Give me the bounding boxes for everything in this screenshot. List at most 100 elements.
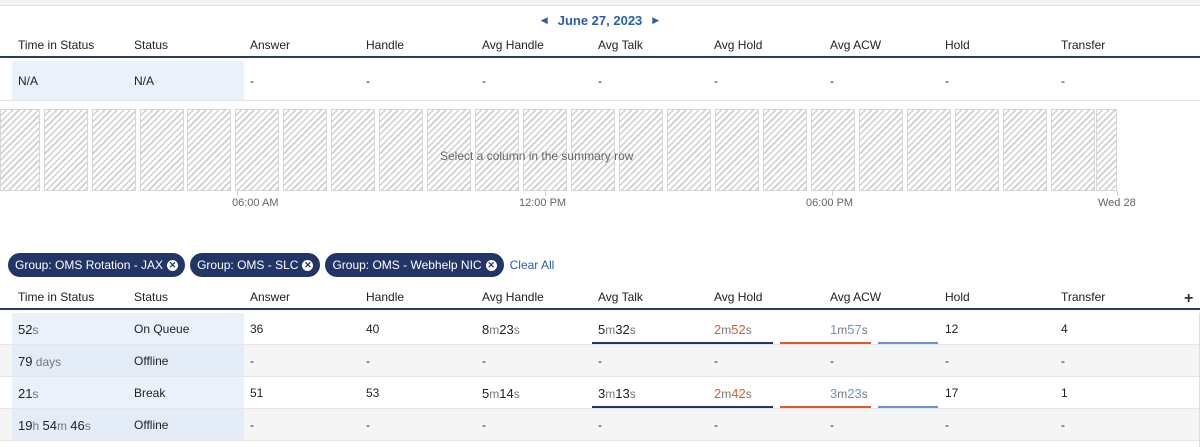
column-header-time-in-status[interactable]: Time in Status xyxy=(18,38,95,52)
summary-avg-acw[interactable]: - xyxy=(830,74,834,88)
cell-avg-handle[interactable]: - xyxy=(482,418,486,432)
column-header-status[interactable]: Status xyxy=(134,290,169,304)
close-icon[interactable]: ✕ xyxy=(485,259,497,271)
cell-avg-hold[interactable]: - xyxy=(714,354,718,368)
cell-avg-hold[interactable]: 2m52s xyxy=(714,322,752,337)
timeline-bar[interactable] xyxy=(331,109,375,191)
timeline-bar[interactable] xyxy=(379,109,423,191)
cell-answer[interactable]: 51 xyxy=(250,386,264,400)
timeline-bar[interactable] xyxy=(44,109,88,191)
timeline-bar[interactable] xyxy=(187,109,231,191)
cell-avg-hold[interactable]: 2m42s xyxy=(714,386,752,401)
column-header-avg-handle[interactable]: Avg Handle xyxy=(482,38,544,52)
add-column-icon[interactable]: + xyxy=(1184,290,1194,307)
column-header-avg-hold[interactable]: Avg Hold xyxy=(714,290,763,304)
column-header-time-in-status[interactable]: Time in Status xyxy=(18,290,95,304)
cell-answer[interactable]: 36 xyxy=(250,322,264,336)
column-header-avg-hold[interactable]: Avg Hold xyxy=(714,38,763,52)
cell-handle[interactable]: 40 xyxy=(366,322,380,336)
close-icon[interactable]: ✕ xyxy=(302,259,314,271)
cell-status[interactable]: Break xyxy=(134,386,166,400)
summary-status[interactable]: N/A xyxy=(134,74,155,88)
column-header-transfer[interactable]: Transfer xyxy=(1061,38,1106,52)
timeline-bar[interactable] xyxy=(92,109,136,191)
timeline-bar[interactable] xyxy=(571,109,615,191)
cell-transfer[interactable]: 4 xyxy=(1061,322,1068,336)
summary-time-in-status[interactable]: N/A xyxy=(18,74,39,88)
summary-avg-talk[interactable]: - xyxy=(598,74,602,88)
summary-avg-handle[interactable]: - xyxy=(482,74,486,88)
timeline-bar[interactable] xyxy=(619,109,663,191)
cell-transfer[interactable]: - xyxy=(1061,354,1065,368)
current-date[interactable]: June 27, 2023 xyxy=(557,12,643,28)
timeline-bar[interactable] xyxy=(859,109,903,191)
cell-avg-handle[interactable]: - xyxy=(482,354,486,368)
cell-avg-acw[interactable]: 1m57s xyxy=(830,322,868,337)
cell-avg-talk[interactable]: - xyxy=(598,354,602,368)
column-header-avg-acw[interactable]: Avg ACW xyxy=(830,38,882,52)
cell-hold[interactable]: 12 xyxy=(945,322,959,336)
cell-transfer[interactable]: 1 xyxy=(1061,386,1068,400)
table-row[interactable]: 52s On Queue 36 40 8m23s 5m32s 2m52s 1m57s 12 4 xyxy=(0,313,1200,345)
filter-chip-oms-webhelp-nic[interactable]: Group: OMS - Webhelp NIC ✕ xyxy=(325,253,504,277)
column-header-handle[interactable]: Handle xyxy=(366,290,405,304)
cell-hold[interactable]: 17 xyxy=(945,386,959,400)
summary-answer[interactable]: - xyxy=(250,74,254,88)
timeline-bar[interactable] xyxy=(667,109,711,191)
table-row[interactable]: 19h 54m 46s Offline - - - - - - - - xyxy=(0,409,1200,441)
summary-hold[interactable]: - xyxy=(945,74,949,88)
cell-avg-talk[interactable]: 3m13s xyxy=(598,386,636,401)
cell-avg-handle[interactable]: 8m23s xyxy=(482,322,520,337)
chevron-left-icon[interactable]: ◀ xyxy=(540,14,548,25)
cell-handle[interactable]: - xyxy=(366,418,370,432)
summary-transfer[interactable]: - xyxy=(1061,74,1065,88)
timeline-bar[interactable] xyxy=(715,109,759,191)
cell-avg-handle[interactable]: 5m14s xyxy=(482,386,520,401)
column-header-answer[interactable]: Answer xyxy=(250,290,291,304)
filter-chip-oms-rotation-jax[interactable]: Group: OMS Rotation - JAX ✕ xyxy=(8,253,186,277)
cell-time-in-status[interactable]: 21s xyxy=(18,386,38,401)
timeline-bar[interactable] xyxy=(1096,109,1117,191)
filter-chip-oms-slc[interactable]: Group: OMS - SLC ✕ xyxy=(190,253,321,277)
cell-status[interactable]: Offline xyxy=(134,418,169,432)
timeline-bar[interactable] xyxy=(283,109,327,191)
timeline-bar[interactable] xyxy=(0,109,40,191)
chevron-right-icon[interactable]: ▶ xyxy=(652,14,660,25)
timeline-bar[interactable] xyxy=(955,109,999,191)
cell-time-in-status[interactable]: 52s xyxy=(18,322,38,337)
summary-handle[interactable]: - xyxy=(366,74,370,88)
summary-selected-cell[interactable] xyxy=(12,61,244,100)
column-header-avg-talk[interactable]: Avg Talk xyxy=(598,290,643,304)
column-header-avg-acw[interactable]: Avg ACW xyxy=(830,290,882,304)
cell-avg-talk[interactable]: - xyxy=(598,418,602,432)
column-header-avg-talk[interactable]: Avg Talk xyxy=(598,38,643,52)
cell-handle[interactable]: 53 xyxy=(366,386,380,400)
cell-status[interactable]: On Queue xyxy=(134,322,190,336)
table-row[interactable]: 79 days Offline - - - - - - - - xyxy=(0,345,1200,377)
cell-status[interactable]: Offline xyxy=(134,354,169,368)
cell-avg-acw[interactable]: - xyxy=(830,354,834,368)
cell-answer[interactable]: - xyxy=(250,418,254,432)
cell-handle[interactable]: - xyxy=(366,354,370,368)
cell-avg-hold[interactable]: - xyxy=(714,418,718,432)
timeline-bar[interactable] xyxy=(523,109,567,191)
cell-answer[interactable]: - xyxy=(250,354,254,368)
timeline-bar[interactable] xyxy=(907,109,951,191)
close-icon[interactable]: ✕ xyxy=(167,259,179,271)
timeline-bar[interactable] xyxy=(475,109,519,191)
timeline-bar[interactable] xyxy=(763,109,807,191)
column-header-status[interactable]: Status xyxy=(134,38,169,52)
column-header-handle[interactable]: Handle xyxy=(366,38,405,52)
column-header-answer[interactable]: Answer xyxy=(250,38,291,52)
table-row[interactable]: 21s Break 51 53 5m14s 3m13s 2m42s 3m23s 17 1 xyxy=(0,377,1200,409)
column-header-hold[interactable]: Hold xyxy=(945,290,970,304)
cell-transfer[interactable]: - xyxy=(1061,418,1065,432)
timeline-bar[interactable] xyxy=(235,109,279,191)
cell-time-in-status[interactable]: 79 days xyxy=(18,354,61,369)
cell-time-in-status[interactable]: 19h 54m 46s xyxy=(18,418,91,433)
summary-avg-hold[interactable]: - xyxy=(714,74,718,88)
column-header-hold[interactable]: Hold xyxy=(945,38,970,52)
timeline-bar[interactable] xyxy=(811,109,855,191)
clear-all-link[interactable]: Clear All xyxy=(509,258,555,272)
cell-hold[interactable]: - xyxy=(945,418,949,432)
